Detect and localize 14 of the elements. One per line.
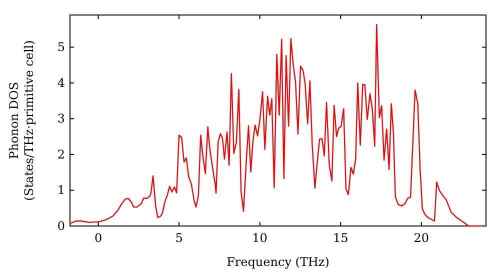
y-tick-label: 0 [57, 219, 65, 233]
x-tick-label: 20 [414, 231, 430, 245]
y-tick-label: 4 [57, 76, 66, 90]
x-axis-title: Frequency (THz) [226, 255, 330, 269]
x-tick-label: 15 [332, 231, 348, 245]
x-tick-label: 10 [252, 231, 268, 245]
y-tick-label: 1 [57, 183, 65, 198]
x-tick-label: 5 [175, 231, 183, 245]
line-series [69, 24, 484, 227]
y-axis-title: Phonon DOS (States/THz·primitive cell) [7, 40, 36, 201]
y-tick-label: 2 [57, 147, 65, 162]
y-tick-label: 3 [57, 112, 65, 126]
y-tick-label: 5 [57, 40, 65, 54]
x-tick-label: 0 [94, 231, 102, 245]
